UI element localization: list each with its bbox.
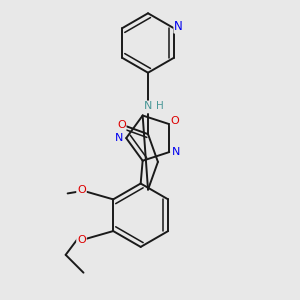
Text: O: O: [77, 235, 86, 245]
Text: O: O: [117, 120, 126, 130]
Text: O: O: [171, 116, 180, 126]
Text: H: H: [156, 101, 164, 111]
Text: N: N: [115, 133, 124, 143]
Text: N: N: [172, 147, 180, 157]
Text: N: N: [174, 20, 183, 33]
Text: O: O: [77, 185, 86, 195]
Text: N: N: [144, 101, 152, 111]
